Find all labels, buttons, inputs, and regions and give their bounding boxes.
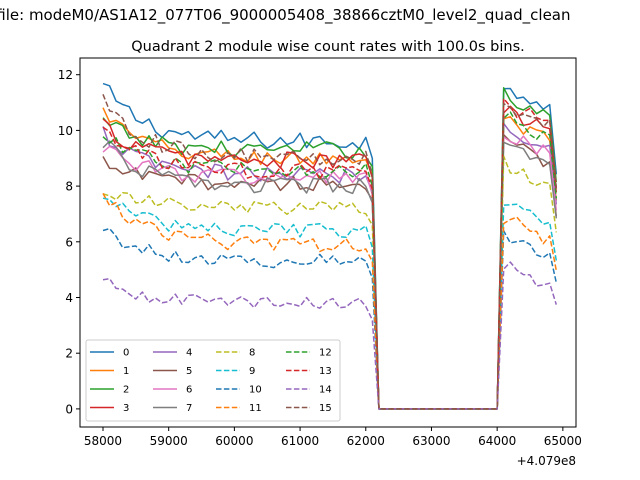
chart-title: Quadrant 2 module wise count rates with … [131, 39, 525, 55]
legend-label-6: 6 [186, 385, 192, 396]
legend-label-13: 13 [319, 366, 332, 377]
series-line-12 [102, 111, 558, 410]
legend-label-2: 2 [123, 385, 129, 396]
x-tick-label: 62000 [347, 434, 385, 448]
x-tick-label: 60000 [215, 434, 253, 448]
legend-label-10: 10 [249, 385, 262, 396]
legend-label-14: 14 [319, 385, 332, 396]
y-tick-label: 0 [65, 402, 73, 416]
axes-frame [79, 57, 577, 428]
y-axis: 0 2 4 6 8 10 12 [58, 68, 80, 416]
x-tick-label: 61000 [281, 434, 319, 448]
x-tick-label: 58000 [84, 434, 122, 448]
x-tick-label: 63000 [412, 434, 450, 448]
legend-label-7: 7 [186, 403, 192, 414]
legend-label-15: 15 [319, 403, 332, 414]
y-tick-label: 8 [65, 180, 73, 194]
series-line-15 [102, 94, 558, 410]
legend-label-12: 12 [319, 348, 332, 359]
legend-label-11: 11 [249, 403, 262, 414]
y-tick-label: 4 [65, 291, 73, 305]
legend-label-4: 4 [186, 348, 192, 359]
y-tick-label: 10 [58, 124, 73, 138]
y-tick-label: 6 [65, 235, 73, 249]
legend-label-9: 9 [249, 366, 255, 377]
x-tick-label: 64000 [478, 434, 516, 448]
y-tick-label: 2 [65, 347, 73, 361]
y-tick-label: 12 [58, 68, 73, 82]
legend-label-1: 1 [123, 366, 129, 377]
figure-suptitle: n file: modeM0/AS1A12_077T06_9000005408_… [0, 6, 571, 25]
x-axis: 58000 59000 60000 61000 62000 63000 64000 65000 [84, 427, 582, 448]
legend-label-0: 0 [123, 348, 129, 359]
legend-label-8: 8 [249, 348, 255, 359]
x-axis-offset-label: +4.079e8 [517, 454, 576, 468]
series-layer [102, 82, 558, 410]
x-tick-label: 59000 [150, 434, 188, 448]
legend-frame [85, 339, 341, 422]
legend-label-3: 3 [123, 403, 129, 414]
x-tick-label: 65000 [544, 434, 582, 448]
legend-label-5: 5 [186, 366, 192, 377]
